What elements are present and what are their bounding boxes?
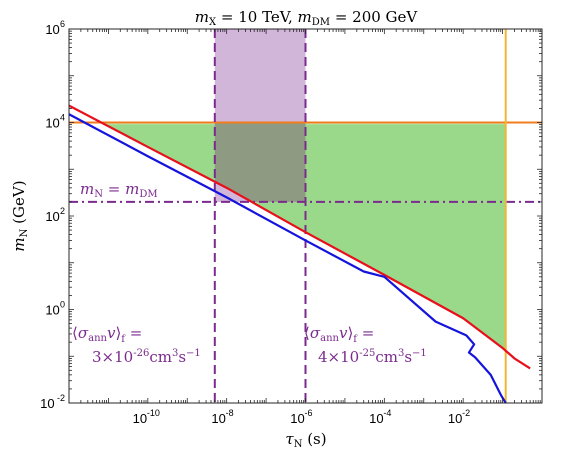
- x-tick-label-exp: -2: [462, 408, 470, 418]
- y-tick-label-base: 10: [45, 116, 59, 131]
- x-tick-label-exp: -6: [305, 408, 313, 418]
- y-axis-label: mN (GeV): [10, 180, 30, 251]
- y-tick-label-base: 10: [45, 303, 59, 318]
- x-axis-label: τN (s): [285, 430, 326, 450]
- svg-text:⟨σannv⟩f =: ⟨σannv⟩f =: [72, 324, 142, 345]
- mn-equals-mdm-label: mN = mDM: [80, 180, 158, 200]
- y-tick-label-exp: -2: [57, 393, 65, 403]
- y-tick-label-exp: 0: [60, 300, 65, 310]
- y-tick-label: 410: [45, 113, 65, 131]
- allowed-region: [101, 122, 506, 351]
- y-tick-label: 010: [45, 300, 65, 318]
- svg-text:3×10-26cm3s−1: 3×10-26cm3s−1: [92, 348, 201, 366]
- sigma-annotation-right: ⟨σannv⟩f = 4×10-25cm3s−1: [304, 324, 427, 366]
- y-tick-label-exp: 4: [60, 113, 65, 123]
- x-tick-label-exp: -4: [383, 408, 391, 418]
- series-line-red: [69, 104, 531, 370]
- x-tick-label: 10 -4: [369, 408, 391, 426]
- x-tick-label-base: 10: [290, 411, 304, 426]
- svg-text:4×10-25cm3s−1: 4×10-25cm3s−1: [318, 348, 427, 366]
- series-line-blue: [69, 113, 507, 403]
- chart-title: mX = 10 TeV, mDM = 200 GeV: [195, 8, 419, 28]
- x-tick-label: 10 -2: [448, 408, 470, 426]
- x-tick-label-base: 10: [211, 411, 225, 426]
- x-tick-label: 10 -6: [290, 408, 312, 426]
- x-tick-label: 10 -8: [211, 408, 233, 426]
- x-tick-label-base: 10: [448, 411, 462, 426]
- y-tick-label: -210: [40, 393, 65, 411]
- y-tick-label-exp: 2: [60, 206, 65, 216]
- x-tick-label-exp: -10: [147, 408, 160, 418]
- x-tick-label-exp: -8: [226, 408, 234, 418]
- sigma-annotation-left: ⟨σannv⟩f = 3×10-26cm3s−1: [72, 324, 201, 366]
- y-tick-label-base: 10: [45, 209, 59, 224]
- y-tick-label: 210: [45, 206, 65, 224]
- x-tick-label-base: 10: [133, 411, 147, 426]
- band-overlap-region: [214, 122, 306, 202]
- y-tick-label-exp: 6: [60, 19, 65, 29]
- x-tick-label-base: 10: [369, 411, 383, 426]
- y-tick-label-base: 10: [45, 22, 59, 37]
- svg-text:⟨σannv⟩f =: ⟨σannv⟩f =: [304, 324, 374, 345]
- y-tick-label: 610: [45, 19, 65, 37]
- y-tick-label-base: 10: [40, 396, 54, 411]
- x-tick-label: 10 -10: [133, 408, 160, 426]
